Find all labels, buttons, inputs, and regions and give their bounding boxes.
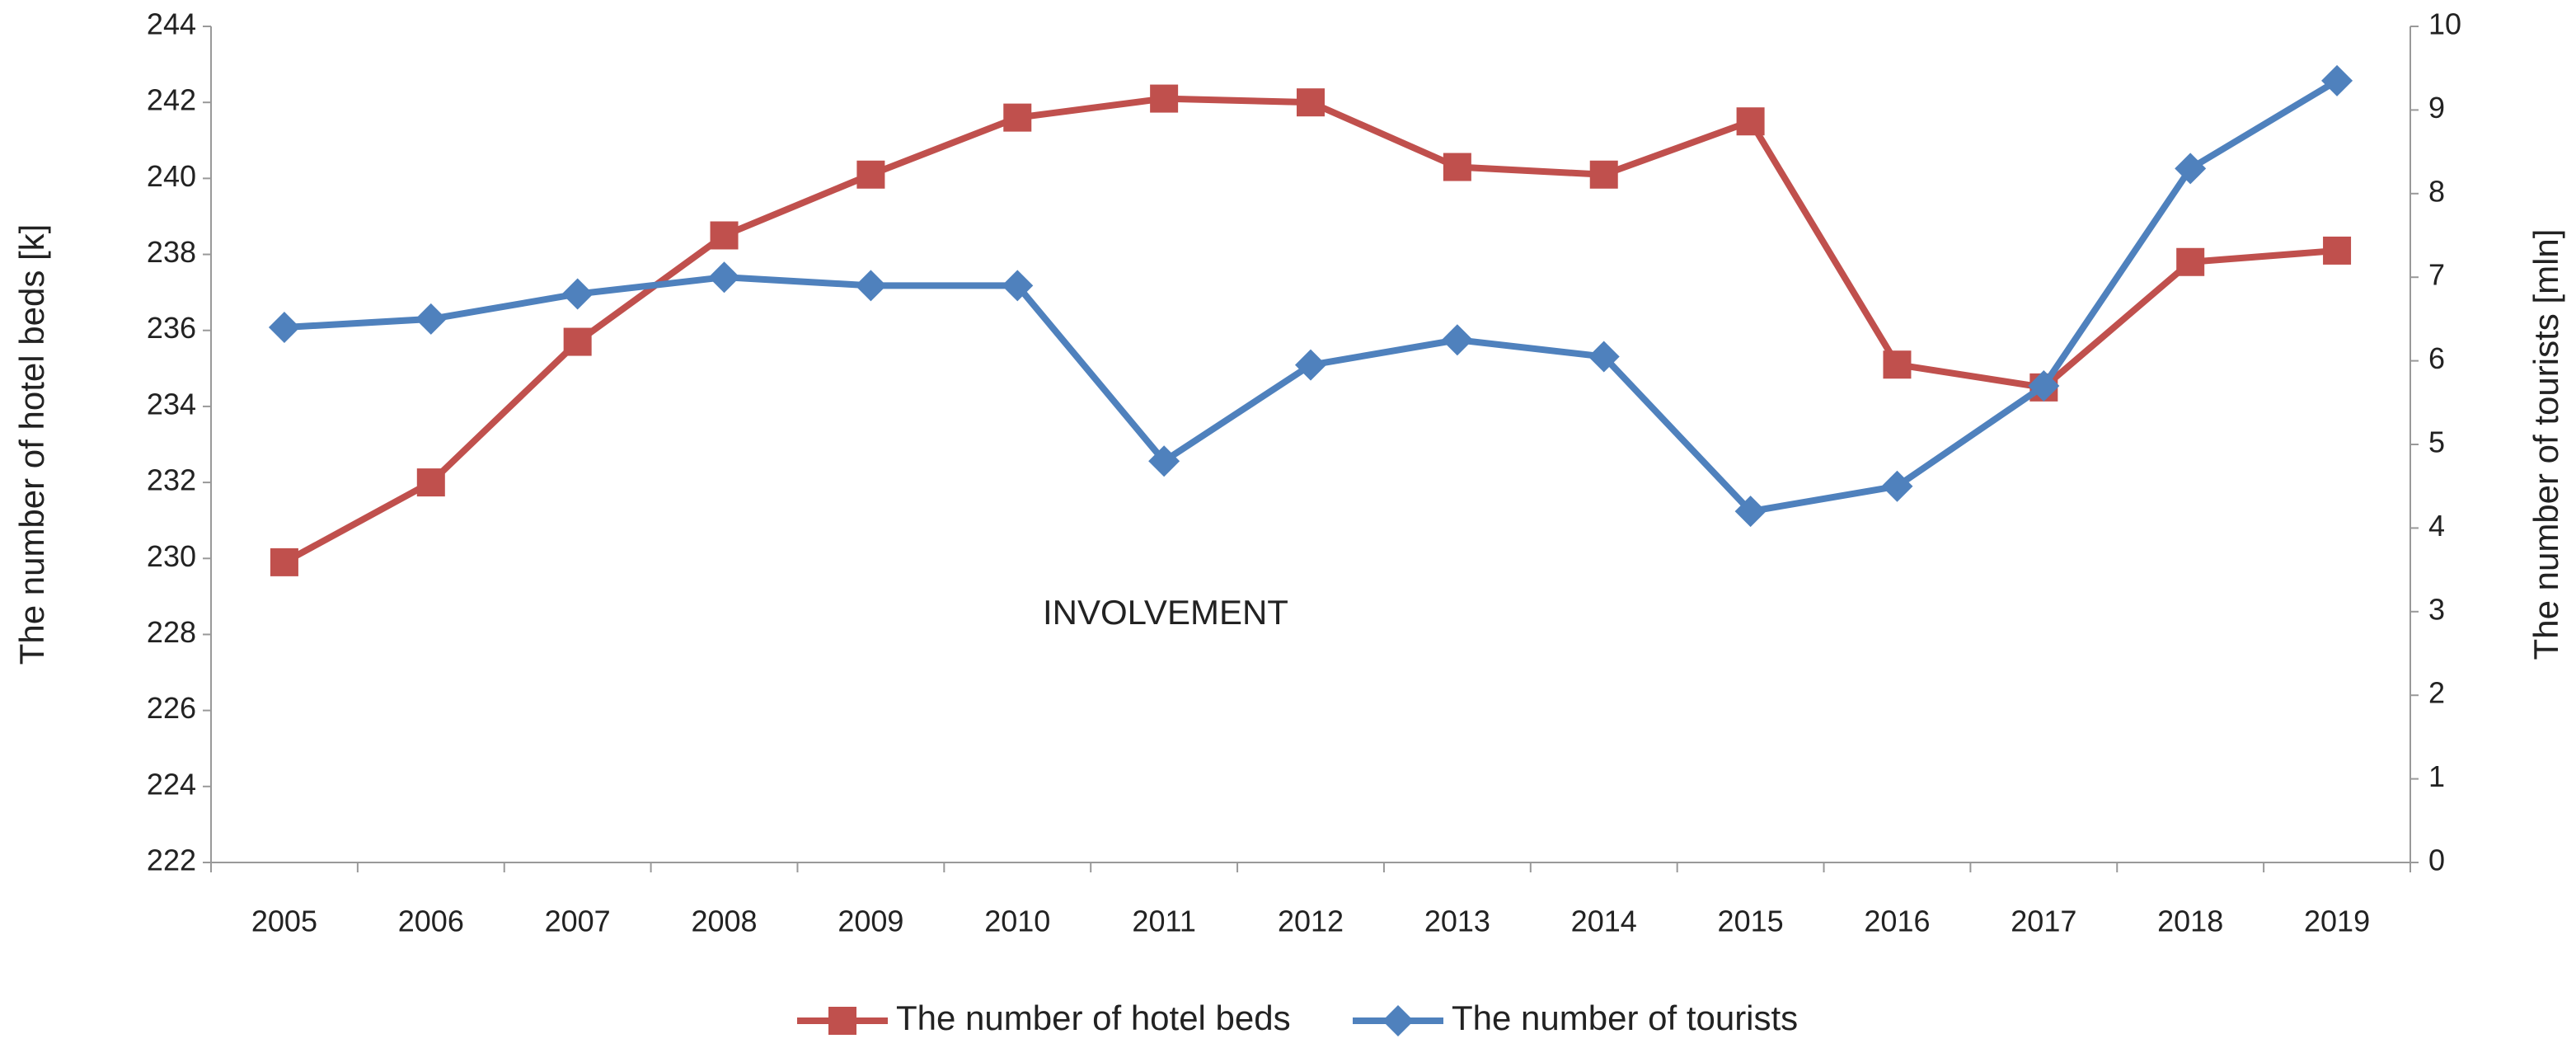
y2-tick-label: 1 [2428,759,2445,793]
y-axis-title: The number of hotel beds [k] [12,224,51,665]
data-point [1881,470,1913,502]
x-tick-label: 2006 [398,905,464,938]
y-tick-label: 232 [147,463,196,497]
y-tick-label: 228 [147,615,196,649]
x-tick-label: 2009 [838,905,903,938]
y2-tick-label: 10 [2428,7,2461,41]
data-point [1002,270,1034,302]
legend-text: The number of tourists [1452,999,1798,1037]
x-tick-label: 2015 [1718,905,1784,938]
y2-tick-label: 5 [2428,425,2445,459]
data-point [1297,88,1325,117]
y2-axis-title: The number of tourists [mln] [2527,229,2565,660]
data-point [1150,84,1179,113]
legend-text: The number of hotel beds [896,999,1291,1037]
x-tick-label: 2012 [1278,905,1344,938]
data-point [415,303,447,335]
y2-tick-label: 6 [2428,341,2445,375]
data-point [563,327,592,356]
data-point [416,468,445,497]
x-tick-label: 2018 [2157,905,2223,938]
y-tick-label: 238 [147,235,196,269]
y2-tick-label: 8 [2428,174,2445,208]
x-tick-label: 2014 [1571,905,1637,938]
data-point [1588,341,1620,373]
data-point [855,270,887,302]
y2-tick-label: 7 [2428,258,2445,292]
y-tick-label: 222 [147,844,196,877]
data-point [270,547,298,576]
data-point [856,160,885,189]
data-point [1883,350,1912,379]
data-point [1443,153,1471,181]
x-tick-label: 2007 [545,905,611,938]
x-tick-label: 2013 [1424,905,1490,938]
y2-tick-label: 0 [2428,844,2445,877]
data-point [2028,370,2060,402]
data-point [708,261,740,294]
y-tick-label: 242 [147,83,196,117]
data-point [561,278,594,310]
data-point [1003,103,1032,132]
legend-marker [828,1007,856,1035]
x-tick-label: 2008 [691,905,757,938]
data-point [1148,445,1180,477]
y-tick-label: 236 [147,311,196,345]
x-tick-label: 2016 [1864,905,1930,938]
data-point [1589,160,1618,189]
series-line [283,95,2338,566]
y2-tick-label: 9 [2428,91,2445,125]
data-point [710,221,739,250]
y-tick-label: 234 [147,387,196,421]
legend-marker [1382,1005,1414,1036]
x-tick-label: 2011 [1132,905,1195,938]
y-tick-label: 240 [147,159,196,193]
data-point [2323,236,2352,265]
series-line [284,78,2339,515]
data-point [1441,324,1473,356]
x-tick-label: 2019 [2304,905,2370,938]
y-tick-label: 226 [147,691,196,725]
annotation: INVOLVEMENT [1043,593,1288,632]
x-tick-label: 2010 [984,905,1050,938]
y-tick-label: 224 [147,767,196,801]
y2-tick-label: 4 [2428,509,2445,543]
y2-tick-label: 2 [2428,676,2445,710]
data-point [1736,107,1765,136]
data-point [1734,496,1767,528]
data-point [2175,153,2207,185]
x-tick-label: 2017 [2011,905,2076,938]
y-tick-label: 230 [147,539,196,573]
data-point [1295,349,1326,381]
data-point [2321,64,2353,96]
x-tick-label: 2005 [251,905,317,938]
y2-tick-label: 3 [2428,592,2445,626]
data-point [268,312,300,344]
data-point [2176,247,2205,276]
y-tick-label: 244 [147,7,196,41]
